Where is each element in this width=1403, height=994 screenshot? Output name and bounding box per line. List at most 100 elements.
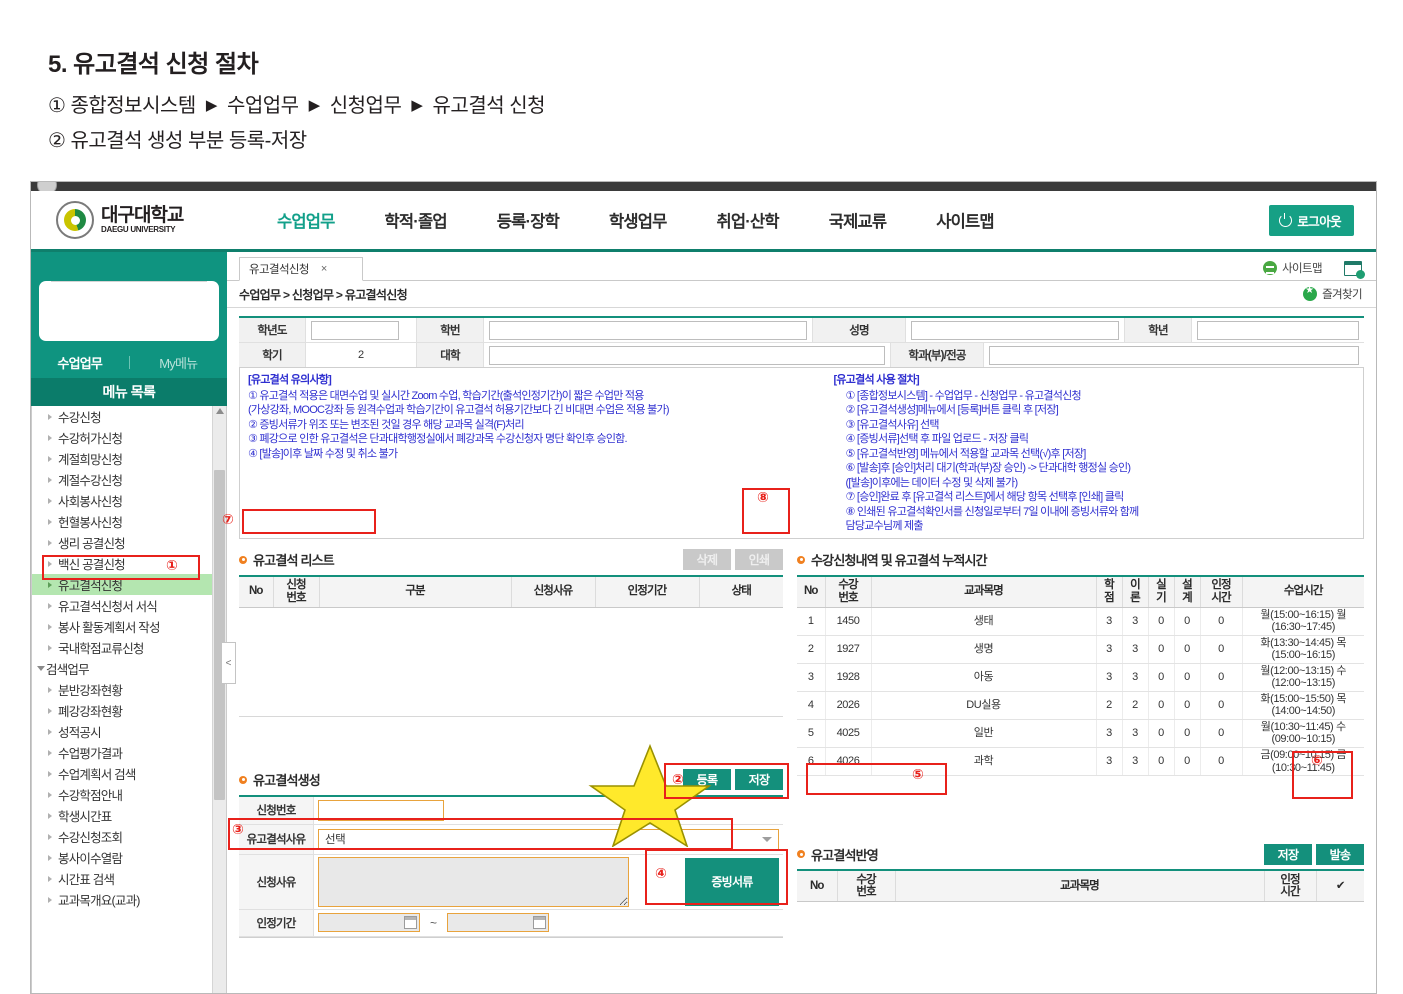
grade-input[interactable] <box>1197 320 1359 340</box>
label-term: 학기 <box>239 343 306 367</box>
sidebar-item-16[interactable]: 수업평가결과 <box>32 742 226 763</box>
sidebar-collapse-toggle[interactable]: < <box>221 642 236 684</box>
sidebar-item-19[interactable]: 학생시간표 <box>32 805 226 826</box>
logout-button[interactable]: 로그아웃 <box>1269 204 1354 236</box>
scrollbar-thumb[interactable] <box>214 470 225 800</box>
tab-yugogyeolseok-sincheong[interactable]: 유고결석신청 × <box>239 257 363 281</box>
notice-line: ⑤ [유고결석반영] 메뉴에서 적용할 교과목 선택(√)후 [저장] <box>845 447 1087 460</box>
nav-item-deungrok[interactable]: 등록·장학 <box>496 213 560 231</box>
sidebar-search-box[interactable] <box>39 281 219 341</box>
sidebar-item-10[interactable]: 봉사 활동계획서 작성 <box>32 616 226 637</box>
logout-label: 로그아웃 <box>1297 214 1341 229</box>
table-header-row: No 수강 번호 교과목명 학 점 이 론 실 기 설 계 인정 시간 수업시간 <box>797 575 1364 608</box>
reason-detail-textarea[interactable] <box>318 856 629 907</box>
breadcrumb-bar: 수업업무 > 신청업무 > 유고결석신청 즐겨찾기 <box>227 281 1376 308</box>
sidebar-item-label: 수강신청 <box>58 411 102 425</box>
sidebar-item-label: 계절희망신청 <box>58 453 123 467</box>
nav-item-gukje[interactable]: 국제교류 <box>828 213 887 231</box>
print-button[interactable]: 인쇄 <box>735 549 783 571</box>
sidebar-item-22[interactable]: 시간표 검색 <box>32 868 226 889</box>
college-input[interactable] <box>489 345 885 365</box>
close-icon[interactable]: × <box>320 263 327 275</box>
calendar-icon[interactable] <box>404 916 417 930</box>
year-input[interactable] <box>311 320 399 340</box>
table-row[interactable]: 2 1927 생명 3 3 0 0 0 화(13:30~14:45) 목(15:00~16:15… <box>797 635 1364 664</box>
global-nav: 수업업무 학적·졸업 등록·장학 학생업무 취업·산학 국제교류 사이트맵 <box>252 208 1269 232</box>
sidebar-item-9[interactable]: 유고결석신청서 서식 <box>32 595 226 616</box>
sidebar-item-8[interactable]: 유고결석신청 <box>32 574 226 595</box>
sidebar-item-label: 시간표 검색 <box>58 873 115 887</box>
cell-design: 0 <box>1174 719 1201 748</box>
sidebar-item-label: 폐강강좌현황 <box>58 705 123 719</box>
table-row[interactable]: 4 2026 DU실용 2 2 0 0 0 화(15:00~15:50) 목(14:00~14:… <box>797 691 1364 720</box>
sidebar-item-4[interactable]: 사회봉사신청 <box>32 490 226 511</box>
enroll-section-header: 수강신청내역 및 유고결석 누적시간 <box>797 545 1364 575</box>
name-input[interactable] <box>911 320 1119 340</box>
nav-item-haksaeng[interactable]: 학생업무 <box>608 213 667 231</box>
studentno-input[interactable] <box>489 320 807 340</box>
sidebar-scrollbar[interactable] <box>212 406 226 993</box>
period-separator: ~ <box>430 915 438 930</box>
browser-window: 대구대학교 DAEGU UNIVERSITY 수업업무 학적·졸업 등록·장학 … <box>30 181 1377 994</box>
step-1-part-3: 유고결석 신청 <box>432 95 546 117</box>
sidebar-item-3[interactable]: 계절수강신청 <box>32 469 226 490</box>
sidebar-item-label: 수강허가신청 <box>58 432 123 446</box>
sidebar-item-1[interactable]: 수강허가신청 <box>32 427 226 448</box>
table-row[interactable]: 5 4025 일반 3 3 0 0 0 월(10:30~11:45) 수(09:00~10:15… <box>797 719 1364 748</box>
nav-item-sitemap[interactable]: 사이트맵 <box>936 213 994 231</box>
create-title-text: 유고결석생성 <box>253 773 321 789</box>
register-button[interactable]: 등록 <box>683 769 731 791</box>
sidebar-item-12[interactable]: 검색업무 <box>32 658 226 679</box>
sidebar-item-7[interactable]: 백신 공결신청 <box>32 553 226 574</box>
sidebar-item-15[interactable]: 성적공시 <box>32 721 226 742</box>
table-row[interactable]: 3 1928 아동 3 3 0 0 0 월(12:00~13:15) 수(12:00~13:15… <box>797 663 1364 692</box>
sidebar-item-18[interactable]: 수강학점안내 <box>32 784 226 805</box>
sidebar-item-6[interactable]: 생리 공결신청 <box>32 532 226 553</box>
nav-item-chwieop[interactable]: 취업·산학 <box>716 213 780 231</box>
nav-item-suup[interactable]: 수업업무 <box>277 213 335 231</box>
nav-item-hakjeok[interactable]: 학적·졸업 <box>384 213 448 231</box>
sidebar-item-5[interactable]: 헌혈봉사신청 <box>32 511 226 532</box>
column-header-0: No <box>239 575 274 608</box>
sidebar-item-11[interactable]: 국내학점교류신청 <box>32 637 226 658</box>
application-no-input[interactable] <box>318 799 444 821</box>
label-studentno: 학번 <box>417 318 484 342</box>
column-header-3: 인정 시간 <box>1264 870 1317 903</box>
sidebar-item-23[interactable]: 교과목개요(교과) <box>32 889 226 910</box>
scroll-up-arrow-icon[interactable] <box>215 408 224 414</box>
sidebar-item-label: 교과목개요(교과) <box>58 894 140 908</box>
calendar-icon[interactable] <box>533 916 547 930</box>
table-row[interactable]: 6 4026 과학 3 3 0 0 0 금(09:00~10:15) 금(10:30~11:45… <box>797 747 1364 777</box>
close-window-icon[interactable] <box>1344 260 1365 279</box>
evidence-upload-button[interactable]: 증빙서류 <box>685 857 779 906</box>
save-apply-button[interactable]: 저장 <box>1264 843 1312 865</box>
sidebar-item-label: 헌혈봉사신청 <box>58 516 123 530</box>
delete-button[interactable]: 삭제 <box>683 549 731 571</box>
sitemap-link[interactable]: 사이트맵 <box>1263 260 1323 276</box>
dept-input[interactable] <box>989 345 1359 365</box>
cell-time: 화(15:00~15:50) 목(14:00~14:50) <box>1242 691 1364 720</box>
bullet-icon <box>797 850 805 859</box>
save-create-button[interactable]: 저장 <box>735 769 783 791</box>
enroll-section-title: 수강신청내역 및 유고결석 누적시간 <box>797 550 988 569</box>
sidebar-item-13[interactable]: 분반강좌현황 <box>32 679 226 700</box>
absence-reason-select[interactable]: 선택 <box>318 828 779 850</box>
sidebar-item-17[interactable]: 수업계획서 검색 <box>32 763 226 784</box>
sidebar-tab-suup[interactable]: 수업업무 <box>57 356 103 371</box>
sidebar-tab-mymenu[interactable]: My메뉴 <box>159 356 198 371</box>
period-from-input[interactable] <box>318 913 420 933</box>
sidebar-item-0[interactable]: 수강신청 <box>32 406 226 427</box>
tab-bar: 유고결석신청 × 사이트맵 <box>227 252 1376 281</box>
sidebar-item-2[interactable]: 계절희망신청 <box>32 448 226 469</box>
table-row[interactable]: 1 1450 생태 3 3 0 0 0 월(15:00~16:15) 월(16:30~17:45… <box>797 607 1364 636</box>
cell-no: 5 <box>797 719 826 748</box>
send-button[interactable]: 발송 <box>1316 843 1364 865</box>
label-reason-detail: 신청사유 <box>239 854 314 909</box>
favorite-button[interactable]: 즐겨찾기 <box>1303 285 1363 302</box>
sidebar-item-14[interactable]: 폐강강좌현황 <box>32 700 226 721</box>
period-to-input[interactable] <box>447 913 550 933</box>
sidebar-item-21[interactable]: 봉사이수열람 <box>32 847 226 868</box>
sidebar-item-20[interactable]: 수강신청조회 <box>32 826 226 847</box>
cell-hours: 0 <box>1200 635 1243 664</box>
